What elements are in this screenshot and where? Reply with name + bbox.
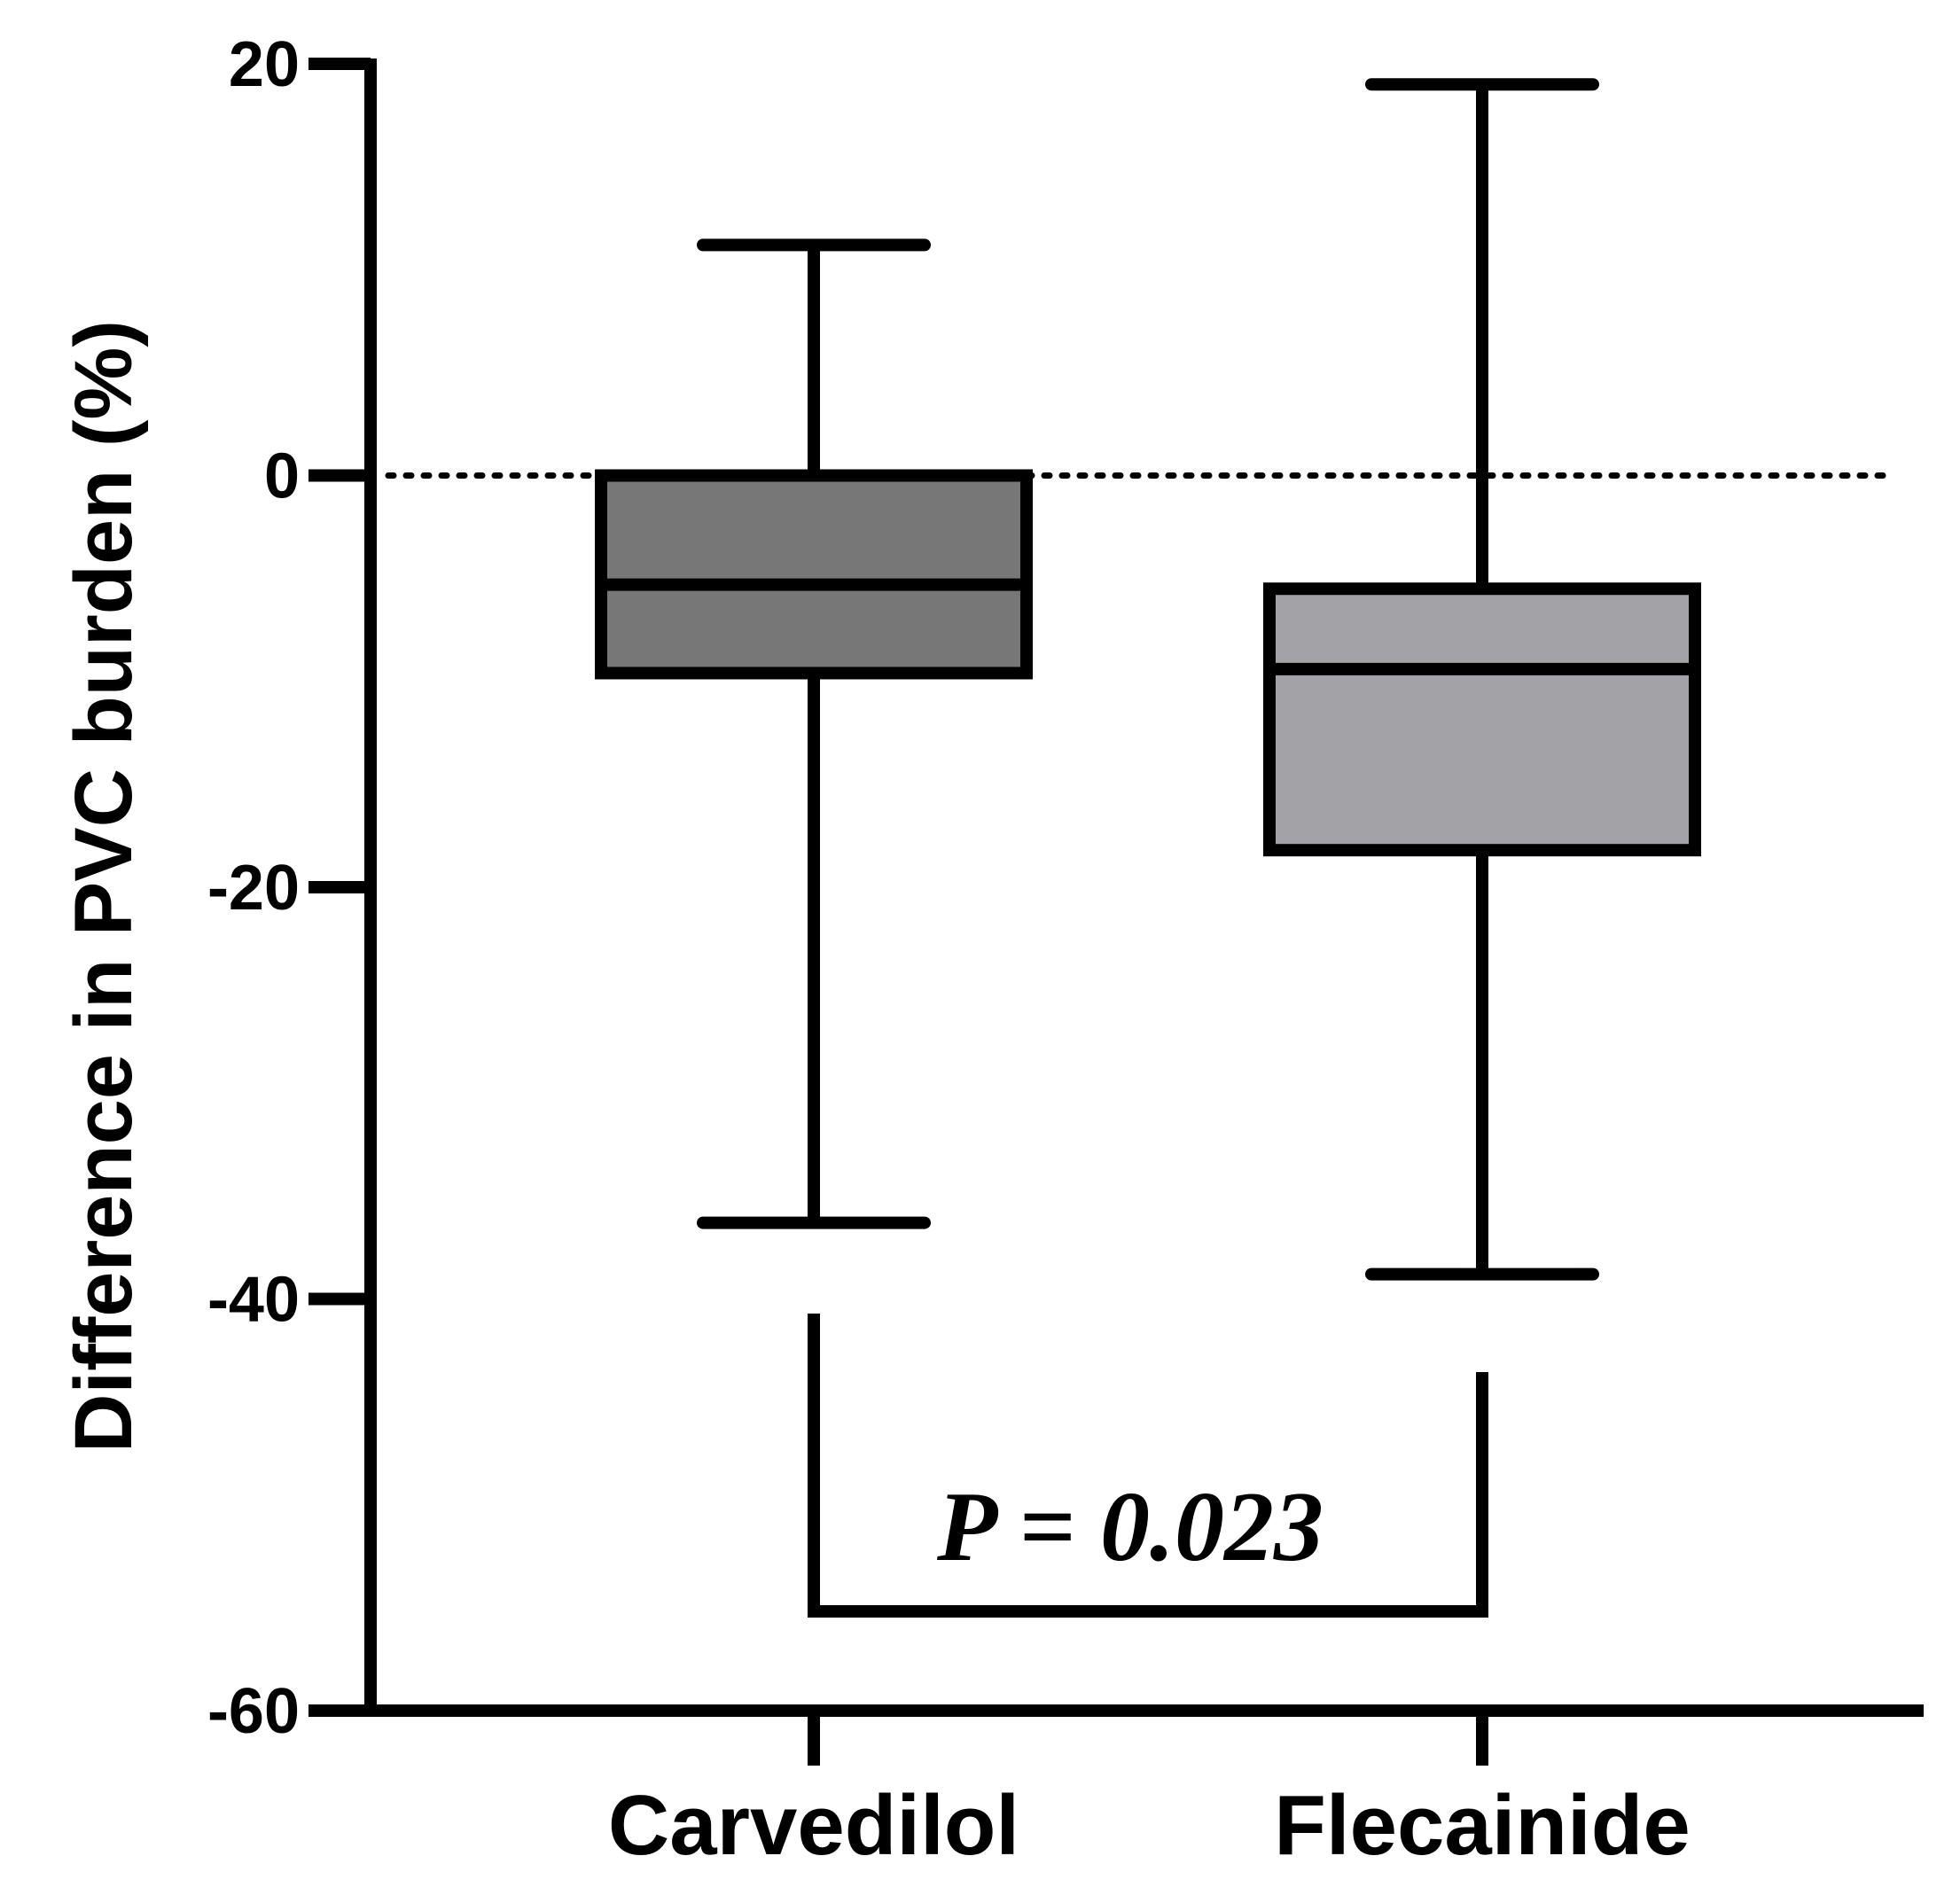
carvedilol-box <box>595 469 1033 680</box>
y-axis-title: Difference in PVC burden (%) <box>59 320 149 1453</box>
boxes-layer <box>595 78 1701 1281</box>
y-tick-label: -40 <box>207 1265 300 1336</box>
p-value-label: P = 0.023 <box>936 1472 1324 1582</box>
y-tick-label: 20 <box>229 29 300 100</box>
category-label-flecainide: Flecainide <box>1274 1778 1691 1873</box>
labels-layer: 20 0 -20 -40 -60 Carvedilol Flecainide Differen… <box>59 29 1691 1873</box>
category-label-carvedilol: Carvedilol <box>608 1778 1019 1873</box>
y-tick-label: -20 <box>207 853 300 924</box>
annotation-layer: P = 0.023 <box>808 1314 1488 1618</box>
axes-layer <box>308 58 1924 1766</box>
y-tick-label: -60 <box>207 1676 300 1747</box>
y-tick-label: 0 <box>264 441 300 512</box>
flecainide-box <box>1263 582 1701 857</box>
significance-bracket <box>808 1314 1488 1618</box>
